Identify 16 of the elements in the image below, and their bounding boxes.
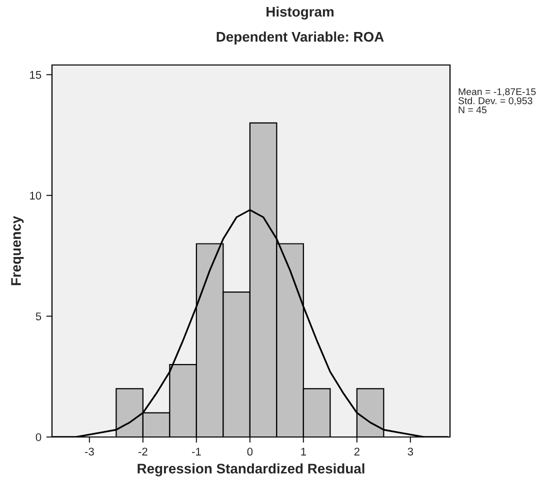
x-tick-label: 2 (354, 448, 360, 456)
chart-title: Histogram (266, 6, 334, 20)
x-tick-label: -2 (138, 448, 148, 456)
x-tick-label: 0 (247, 448, 253, 456)
y-tick-label: 15 (30, 71, 42, 79)
text: Mean = -1,87E-15 Std. Dev. = 0,953 N = 45 (458, 88, 536, 114)
y-tick-label: 0 (36, 433, 42, 442)
x-axis-title: Regression Standardized Residual (138, 463, 364, 476)
x-tick-label: -1 (192, 448, 201, 456)
x-tick-label: -3 (85, 448, 94, 456)
x-tick-label: 1 (301, 448, 306, 456)
x-tick-label: 3 (408, 448, 414, 456)
chart-subtitle: Dependent Variable: ROA (216, 32, 384, 44)
y-tick-label: 5 (36, 312, 42, 320)
y-tick-label: 10 (30, 192, 42, 200)
y-axis-title: Frequency (11, 216, 24, 286)
